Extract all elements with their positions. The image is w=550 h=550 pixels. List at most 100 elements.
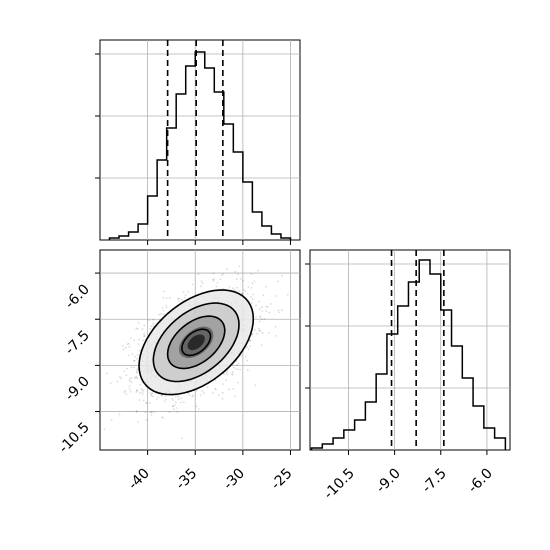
scatter-point	[257, 269, 259, 272]
scatter-point	[136, 389, 139, 392]
scatter-point	[206, 386, 209, 389]
scatter-point	[136, 370, 138, 373]
scatter-point	[172, 399, 174, 401]
scatter-point	[164, 395, 167, 397]
scatter-point	[174, 401, 177, 404]
scatter-point	[148, 402, 151, 405]
joint-density-ticks	[95, 272, 291, 455]
scatter-point	[239, 277, 242, 280]
scatter-point	[140, 388, 143, 391]
scatter-point	[258, 316, 261, 318]
scatter-point	[242, 279, 245, 282]
scatter-point	[228, 286, 231, 288]
scatter-point	[200, 280, 203, 283]
scatter-point	[145, 402, 148, 404]
scatter-point	[258, 327, 260, 330]
histogram-param-2-quantiles	[390, 250, 445, 450]
scatter-point	[241, 292, 244, 295]
histogram-param-1-ticks	[95, 53, 291, 245]
scatter-point	[124, 346, 127, 349]
scatter-point	[251, 298, 254, 301]
scatter-point	[252, 293, 255, 296]
scatter-point	[134, 355, 136, 358]
joint-density-fill	[139, 290, 254, 395]
scatter-point	[139, 391, 142, 394]
scatter-point	[138, 338, 141, 341]
scatter-point	[278, 311, 281, 314]
scatter-point	[255, 316, 257, 318]
scatter-point	[219, 278, 222, 281]
x-tick-label: -10.5	[321, 466, 358, 503]
scatter-point	[141, 328, 144, 331]
scatter-point	[143, 324, 146, 327]
scatter-point	[177, 396, 180, 399]
scatter-point	[109, 382, 112, 385]
scatter-point	[189, 394, 191, 397]
scatter-point	[274, 295, 277, 297]
x-tick-label: -7.5	[419, 466, 450, 497]
scatter-point	[212, 272, 215, 275]
scatter-point	[128, 377, 131, 380]
scatter-point	[259, 308, 261, 311]
scatter-point	[124, 390, 127, 392]
y-tick-label: -6.0	[62, 282, 93, 313]
scatter-point	[182, 401, 185, 404]
scatter-point	[172, 405, 175, 407]
scatter-point	[127, 342, 130, 345]
scatter-point	[165, 306, 168, 309]
scatter-point	[231, 373, 234, 376]
scatter-point	[168, 411, 171, 413]
scatter-point	[127, 354, 130, 357]
scatter-point	[152, 323, 154, 325]
scatter-point	[191, 395, 194, 398]
scatter-point	[142, 399, 145, 402]
scatter-point	[266, 305, 269, 308]
scatter-point	[171, 397, 173, 400]
scatter-point	[178, 297, 181, 300]
scatter-point	[161, 394, 164, 397]
scatter-point	[158, 313, 161, 316]
scatter-point	[130, 377, 133, 380]
scatter-point	[126, 367, 128, 370]
scatter-point	[161, 416, 164, 419]
scatter-point	[143, 333, 145, 335]
scatter-point	[136, 389, 138, 392]
scatter-point	[178, 398, 180, 401]
contour-line	[138, 289, 255, 396]
scatter-point	[221, 397, 224, 400]
scatter-point	[259, 315, 262, 318]
x-tick-label: -6.0	[465, 466, 496, 497]
scatter-point	[128, 385, 131, 388]
scatter-point	[238, 290, 241, 292]
scatter-point	[269, 303, 272, 305]
scatter-point	[143, 335, 146, 338]
scatter-point	[240, 354, 243, 357]
scatter-point	[163, 400, 166, 403]
scatter-point	[216, 281, 219, 284]
scatter-point	[144, 411, 147, 414]
scatter-point	[248, 339, 251, 341]
scatter-point	[234, 395, 237, 398]
scatter-point	[132, 359, 135, 362]
scatter-point	[212, 391, 215, 394]
scatter-point	[137, 343, 140, 345]
x-tick-label: -9.0	[373, 466, 404, 497]
scatter-point	[228, 388, 230, 391]
histogram-param-1-steps	[108, 51, 292, 240]
scatter-point	[162, 296, 165, 299]
scatter-point	[250, 302, 253, 304]
scatter-point	[162, 290, 165, 293]
scatter-point	[215, 285, 218, 288]
scatter-point	[130, 381, 133, 383]
scatter-point	[247, 348, 250, 351]
scatter-point	[180, 397, 183, 399]
scatter-point	[251, 282, 254, 285]
scatter-point	[146, 401, 148, 404]
scatter-point	[152, 395, 154, 398]
scatter-point	[259, 330, 262, 332]
y-axis-labels-param-2: -6.0 -7.5 -9.0 -10.5	[56, 282, 93, 457]
x-tick-label: -30	[221, 466, 248, 493]
scatter-point	[138, 399, 141, 401]
scatter-point	[161, 307, 164, 309]
histogram-param-2-frame	[309, 249, 511, 451]
